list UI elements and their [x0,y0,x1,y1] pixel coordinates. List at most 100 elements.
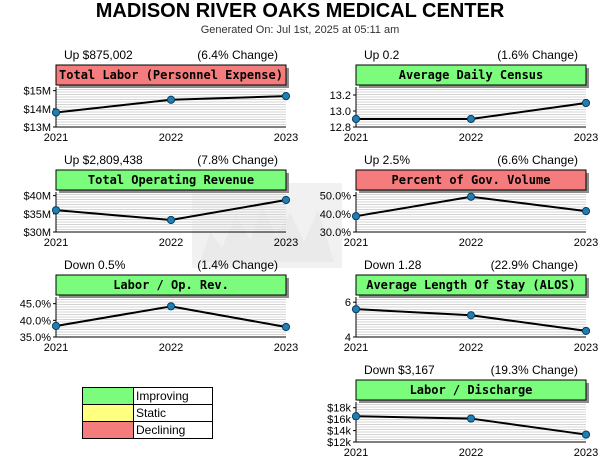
data-point [166,95,176,104]
generated-timestamp: Generated On: Jul 1st, 2025 at 05:11 am [200,24,400,36]
y-tick-label: $16k [327,414,351,426]
data-point [581,206,591,216]
data-point [166,215,176,225]
change-text: Up 0.2 [364,48,400,62]
title-background [55,169,287,191]
change-text: Down $3,167 [364,363,435,377]
x-tick-label: 2023 [574,132,598,144]
y-tick-label: 12.8 [330,122,351,134]
change-text: Up $2,809,438 [64,153,143,167]
chart-title-box: Average Length Of Stay (ALOS) [355,274,589,298]
chart-title: Total Labor (Personnel Expense) [59,68,283,82]
chart-title-box: Average Daily Census [355,64,589,88]
data-point [466,414,476,423]
y-tick-label: $14M [23,104,51,116]
y-tick-label: 50.0% [320,191,351,203]
y-tick-label: $14k [327,426,351,438]
data-point [166,302,176,311]
x-tick-label: 2023 [574,342,598,354]
legend-item-static: Static [82,404,213,422]
legend-swatch-static [82,404,134,422]
legend-label: Static [133,404,213,422]
y-tick-label: 35.0% [20,332,51,344]
title-background [355,379,587,401]
chart-title: Average Daily Census [399,68,544,82]
chart-4: Up 2.5% (6.6% Change) Percent of Gov. Volu… [320,153,598,249]
y-tick-label: $12k [327,437,351,449]
chart-title: Percent of Gov. Volume [392,173,551,187]
y-tick-label: 13.2 [330,90,351,102]
x-tick-label: 2021 [44,132,68,144]
x-tick-label: 2023 [574,237,598,249]
x-tick-label: 2022 [159,132,183,144]
chart-3: Up $2,809,438 (7.8% Change) Total Operatin… [23,153,298,249]
data-point [51,206,61,215]
x-tick-label: 2022 [459,447,483,459]
x-tick-label: 2021 [344,132,368,144]
change-percent: (6.4% Change) [197,48,278,62]
y-tick-label: $35M [23,209,51,221]
change-text: Down 0.5% [64,258,126,272]
chart-title: Total Operating Revenue [88,173,254,187]
title-background [355,64,587,86]
change-percent: (6.6% Change) [497,153,578,167]
y-tick-label: 6 [345,297,351,309]
chart-title-box: Labor / Op. Rev. [55,274,289,298]
data-point [281,195,291,205]
data-point [351,305,361,314]
legend-swatch-declining [82,421,134,439]
data-point [581,430,591,439]
y-tick-label: $40M [23,191,51,203]
y-tick-label: 45.0% [20,299,51,311]
y-tick-label: 13.0 [330,106,351,118]
x-tick-label: 2022 [159,237,183,249]
chart-title-box: Labor / Discharge [355,379,589,403]
title-background [55,274,287,296]
y-tick-label: 4 [345,332,351,344]
x-tick-label: 2022 [459,237,483,249]
legend-item-improving: Improving [82,387,213,405]
x-tick-label: 2023 [274,342,298,354]
title-background [55,64,287,86]
y-tick-label: 30.0% [320,227,351,239]
y-tick-label: $15M [23,86,51,98]
data-point [351,114,361,124]
y-tick-label: 40.0% [320,209,351,221]
x-tick-label: 2022 [459,342,483,354]
data-point [51,321,61,331]
legend-swatch-improving [82,387,134,405]
change-text: Down 1.28 [364,258,422,272]
chart-title: Labor / Op. Rev. [113,278,229,292]
page-title: MADISON RIVER OAKS MEDICAL CENTER [95,0,505,22]
change-text: Up $875,002 [64,48,133,62]
y-tick-label: $30M [23,227,51,239]
data-point [466,192,476,201]
x-tick-label: 2021 [344,237,368,249]
x-tick-label: 2023 [274,132,298,144]
chart-2: Up 0.2 (1.6% Change) Average Daily Census 1… [330,48,599,144]
y-tick-label: 40.0% [20,315,51,327]
y-tick-label: $13M [23,122,51,134]
chart-7: Down $3,167 (19.3% Change) Labor / Dischar… [327,363,598,459]
legend: Improving Static Declining [82,387,213,439]
x-tick-label: 2021 [344,342,368,354]
data-point [281,91,291,101]
x-tick-label: 2021 [344,447,368,459]
data-point [351,412,361,421]
legend-label: Declining [133,421,213,439]
data-point [581,326,591,336]
data-point [466,311,476,320]
change-percent: (1.4% Change) [197,258,278,272]
x-tick-label: 2022 [459,132,483,144]
x-tick-label: 2021 [44,342,68,354]
change-text: Up 2.5% [364,153,410,167]
title-background [355,169,587,191]
data-point [351,212,361,221]
chart-title-box: Percent of Gov. Volume [355,169,589,193]
chart-title-box: Total Labor (Personnel Expense) [55,64,289,88]
change-percent: (7.8% Change) [197,153,278,167]
data-point [581,98,591,108]
change-percent: (22.9% Change) [491,258,578,272]
chart-title-box: Total Operating Revenue [55,169,289,193]
